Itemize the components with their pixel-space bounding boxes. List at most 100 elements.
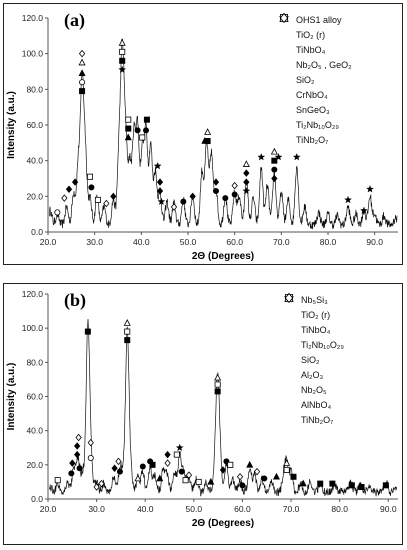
y-tick-label: 100.0	[22, 323, 44, 333]
x-tick-label: 80.0	[320, 237, 337, 247]
peak-marker-triangle-open	[214, 373, 222, 381]
peak-marker-circle-filled	[212, 187, 219, 194]
y-axis-label: Intensity (a.u.)	[6, 91, 17, 159]
peak-marker-square-filled	[143, 116, 150, 123]
y-axis-label: Intensity (a.u.)	[6, 363, 17, 431]
peak-marker-circle-filled	[142, 127, 149, 134]
peak-marker-diamond-open	[87, 438, 94, 447]
peak-marker-triangle-filled	[156, 474, 164, 482]
peak-marker-square-filled	[317, 480, 324, 487]
xrd-chart-b: 20.0 30.0 40.0 50.0 60.0 70.0 80.0 90.00.020.04…	[6, 289, 398, 529]
legend-b: Nb₅Si₃ TiO₂ (r) TiNbO₄ Ti₂Nb₁₀O₂₉ SiO₂ Al₂O₃ N…	[283, 292, 344, 427]
legend-label: TiO₂ (r)	[301, 309, 331, 320]
y-tick-label: 0.0	[31, 494, 43, 504]
peak-marker-square-open	[283, 466, 290, 473]
y-tick-label: 60.0	[26, 120, 43, 130]
peak-marker-circle-open	[79, 79, 86, 86]
y-tick-label: 40.0	[26, 156, 43, 166]
peak-marker-diamond-open	[185, 471, 193, 479]
legend-item: SnGeO₃	[278, 14, 352, 117]
x-tick-label: 60.0	[226, 237, 243, 247]
peak-marker-diamond-filled	[156, 187, 164, 195]
x-tick-label: 50.0	[180, 237, 197, 247]
legend-label: SiO₂	[301, 354, 320, 365]
y-tick-label: 20.0	[26, 460, 43, 470]
peak-marker-square-filled	[119, 57, 126, 64]
peak-marker-diamond-filled	[111, 464, 118, 472]
peak-marker-triangle-open	[204, 128, 212, 135]
x-tick-label: 70.0	[273, 237, 290, 247]
peak-marker-diamond-filled	[156, 178, 164, 186]
peak-marker-circle-filled	[231, 191, 238, 198]
legend-item: Nb₂O₅	[283, 294, 344, 397]
legend-item: Ti₂Nb₁₀O₂₉	[278, 13, 352, 132]
peak-marker-triangle-filled	[299, 479, 307, 487]
peak-marker-diamond-filled	[189, 192, 196, 201]
peak-marker-triangle-open	[270, 147, 278, 155]
xrd-panel-b: 20.0 30.0 40.0 50.0 60.0 70.0 80.0 90.0 0.0 20.0 4…	[3, 283, 403, 545]
peak-marker-square-filled	[290, 473, 297, 480]
legend-label: Nb₂O₅ , GeO₂	[296, 59, 352, 70]
legend-item: TiO₂ (r)	[283, 294, 344, 322]
x-tick-label: 30.0	[88, 504, 105, 514]
x-tick-label: 70.0	[283, 504, 300, 514]
peak-marker-diamond-filled	[164, 450, 171, 459]
x-tick-label: 90.0	[380, 504, 397, 514]
peak-marker-diamond-filled	[69, 459, 76, 467]
legend-label: CrNbO₄	[296, 89, 328, 100]
peak-marker-diamond-open	[75, 433, 82, 442]
peak-marker-star	[118, 65, 127, 73]
peak-marker-square-open	[54, 477, 61, 484]
legend-label: Nb₂O₅	[301, 384, 327, 395]
peak-marker-diamond-open	[115, 457, 122, 466]
peak-marker-star	[242, 186, 251, 195]
x-tick-label: 40.0	[137, 504, 154, 514]
peak-marker-circle-filled	[116, 468, 123, 475]
legend-label: SiO₂	[296, 74, 315, 85]
peak-marker-circle-open	[54, 209, 61, 216]
peak-marker-diamond-filled	[71, 178, 79, 186]
peak-marker-diamond-open	[103, 199, 110, 208]
legend-label: TiO₂ (r)	[296, 29, 326, 40]
x-tick-label: 20.0	[40, 504, 57, 514]
peak-marker-circle-filled	[88, 184, 95, 191]
peak-marker-triangle-open	[118, 38, 126, 46]
legend-item: TiNbO₄	[283, 292, 344, 337]
peak-marker-square-filled	[124, 337, 131, 344]
legend-item: AlNbO₄	[283, 293, 344, 412]
legend-label: TiNb₂O₇	[301, 414, 334, 425]
peak-marker-diamond-filled	[65, 185, 73, 193]
xrd-pattern-line	[49, 318, 398, 497]
legend-item: TiNbO₄	[278, 12, 352, 57]
diamond-open-icon	[284, 293, 294, 303]
x-tick-label: 80.0	[331, 504, 348, 514]
peak-marker-circle-filled	[68, 470, 75, 477]
peak-marker-circle-filled	[271, 166, 278, 173]
peak-marker-circle-filled	[76, 465, 83, 472]
peak-marker-square-filled	[125, 125, 132, 132]
peak-marker-circle-filled	[239, 482, 246, 489]
peak-marker-diamond-open	[170, 203, 178, 211]
panel-tag-a: (a)	[64, 10, 85, 30]
peak-marker-square-open	[195, 478, 202, 485]
xrd-chart-a: 20.0 30.0 40.0 50.0 60.0 70.0 80.0 90.00.020.04…	[6, 13, 398, 262]
legend-label: Nb₅Si₃	[301, 294, 328, 305]
x-tick-label: 90.0	[366, 237, 383, 247]
x-tick-label: 40.0	[133, 237, 150, 247]
peak-marker-square-open	[173, 451, 180, 458]
legend-item: CrNbO₄	[278, 12, 352, 102]
xrd-pattern-line	[49, 38, 398, 230]
legend-item: Ti₂Nb₁₀O₂₉	[283, 294, 344, 352]
peak-marker-diamond-open	[236, 473, 244, 481]
peak-marker-star	[153, 161, 162, 170]
peak-marker-square-open	[124, 328, 131, 335]
legend-item: TiNb₂O₇	[278, 13, 352, 147]
peak-marker-square-filled	[214, 388, 221, 395]
peak-marker-star	[157, 197, 166, 205]
peak-marker-square-open	[214, 381, 221, 388]
peak-marker-star	[274, 153, 283, 161]
legend-label: AlNbO₄	[301, 399, 332, 410]
peak-marker-circle-filled	[180, 198, 187, 205]
peak-marker-square-open	[125, 116, 132, 123]
x-tick-label: 60.0	[234, 504, 251, 514]
